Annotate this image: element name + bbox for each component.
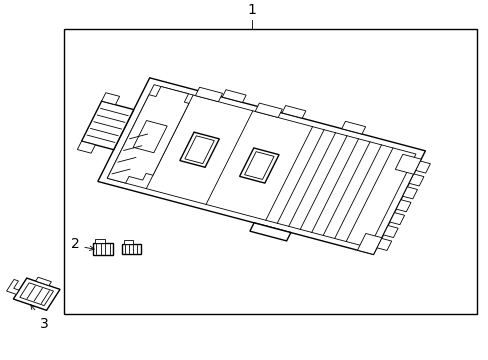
Polygon shape xyxy=(394,154,420,174)
Polygon shape xyxy=(77,141,95,153)
Polygon shape xyxy=(180,132,219,167)
Polygon shape xyxy=(383,225,397,238)
Polygon shape xyxy=(13,278,60,310)
Bar xyxy=(63,29,476,314)
Text: 2: 2 xyxy=(71,237,80,251)
Polygon shape xyxy=(408,174,423,186)
Text: 3: 3 xyxy=(40,318,48,332)
Polygon shape xyxy=(282,105,305,118)
Polygon shape xyxy=(195,87,222,102)
Polygon shape xyxy=(357,234,381,255)
Polygon shape xyxy=(402,187,417,199)
Polygon shape xyxy=(255,103,282,117)
Polygon shape xyxy=(249,223,290,241)
Text: 1: 1 xyxy=(247,3,256,17)
Polygon shape xyxy=(395,200,410,212)
Polygon shape xyxy=(415,161,429,173)
Polygon shape xyxy=(95,239,105,243)
Polygon shape xyxy=(239,148,279,183)
Polygon shape xyxy=(6,279,19,294)
Polygon shape xyxy=(376,238,391,251)
Polygon shape xyxy=(107,86,188,183)
Polygon shape xyxy=(389,213,404,225)
Polygon shape xyxy=(98,78,425,255)
Polygon shape xyxy=(81,101,134,150)
Polygon shape xyxy=(222,90,245,102)
Polygon shape xyxy=(124,240,133,244)
Polygon shape xyxy=(93,243,113,255)
Polygon shape xyxy=(122,244,141,255)
Polygon shape xyxy=(36,277,51,285)
Polygon shape xyxy=(102,93,120,105)
Polygon shape xyxy=(341,121,365,134)
